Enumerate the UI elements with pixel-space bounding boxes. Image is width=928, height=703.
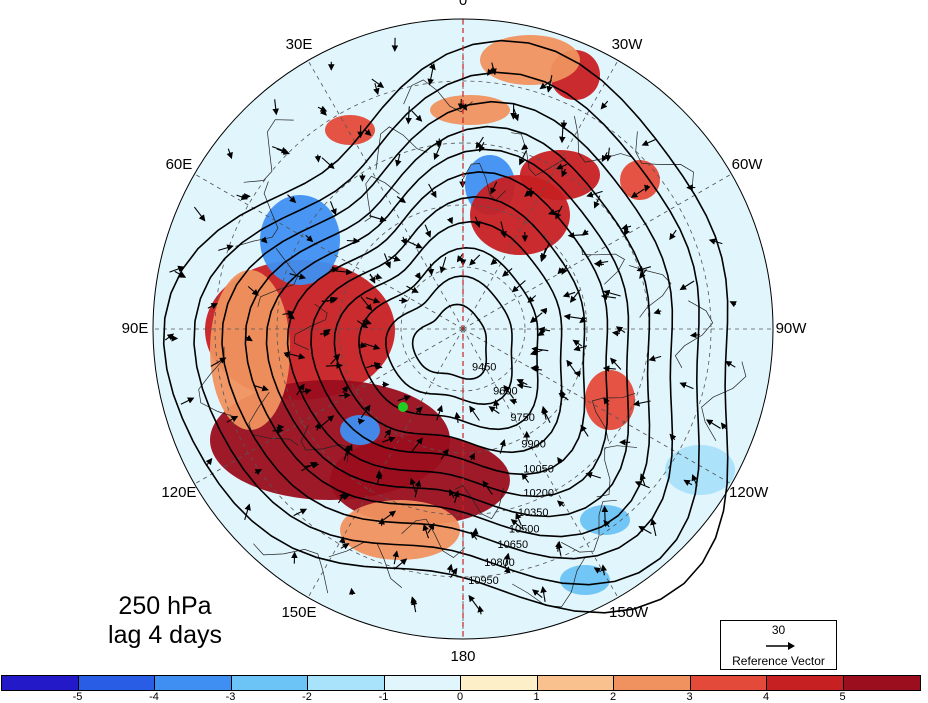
colorbar-tick: 0 (457, 691, 463, 703)
contour-label: 9750 (510, 412, 534, 424)
wind-arrow (475, 529, 476, 535)
anomaly-patch (340, 415, 380, 445)
title-lag: lag 4 days (100, 621, 230, 650)
longitude-label: 150W (609, 604, 645, 621)
contour-label: 10050 (523, 464, 554, 476)
colorbar-tick: -2 (302, 691, 312, 703)
wind-arrow (320, 333, 329, 334)
reference-vector-label: Reference Vector (721, 654, 836, 668)
colorbar-segment (2, 676, 79, 690)
anomaly-patch (520, 150, 600, 200)
anomaly-patch (340, 500, 460, 560)
colorbar-tick: 3 (686, 691, 692, 703)
colorbar-segment (385, 676, 462, 690)
contour-label: 10950 (468, 575, 499, 587)
colorbar-tick: -1 (379, 691, 389, 703)
colorbar-tick: 2 (610, 691, 616, 703)
title-level: 250 hPa (100, 592, 230, 621)
contour-label: 10500 (509, 523, 540, 535)
contour-label: 10200 (523, 487, 554, 499)
green-marker (398, 402, 408, 412)
contour-label: 9900 (521, 438, 545, 450)
colorbar-segment (691, 676, 768, 690)
colorbar-segment (155, 676, 232, 690)
longitude-label: 30E (281, 36, 317, 53)
colorbar-tick: -3 (226, 691, 236, 703)
contour-label: 10350 (518, 507, 549, 519)
colorbar-tick: -5 (73, 691, 83, 703)
wind-arrow (276, 427, 283, 428)
wind-arrow (326, 365, 342, 366)
colorbar-segment (79, 676, 156, 690)
longitude-label: 120W (729, 484, 765, 501)
anomaly-patch (325, 115, 375, 145)
wind-arrow (273, 430, 283, 431)
colorbar-segment (461, 676, 538, 690)
colorbar-segment (767, 676, 844, 690)
colorbar-segment (844, 676, 921, 690)
anomaly-patch (430, 95, 510, 125)
longitude-label: 0 (445, 0, 481, 9)
colorbar-segment (614, 676, 691, 690)
wind-arrow (461, 99, 462, 109)
wind-arrow (339, 395, 350, 396)
contour-label: 10800 (484, 557, 515, 569)
colorbar-tick: 4 (763, 691, 769, 703)
reference-vector-box: 30 Reference Vector (720, 620, 837, 670)
longitude-label: 120E (161, 484, 197, 501)
wind-arrow (382, 519, 383, 526)
colorbar-tick: 1 (533, 691, 539, 703)
wind-arrow (595, 264, 604, 265)
reference-arrow-icon (766, 641, 796, 651)
colorbar-segment (308, 676, 385, 690)
longitude-label: 90W (773, 320, 809, 337)
colorbar-tick: -4 (149, 691, 159, 703)
colorbar-tick: 5 (839, 691, 845, 703)
colorbar-segment (232, 676, 309, 690)
longitude-label: 60W (729, 156, 765, 173)
longitude-label: 60E (161, 156, 197, 173)
colorbar (1, 675, 921, 691)
longitude-label: 150E (281, 604, 317, 621)
contour-label: 10650 (498, 539, 529, 551)
longitude-label: 90E (117, 320, 153, 337)
reference-vector-magnitude: 30 (721, 623, 836, 637)
anomaly-patch (665, 445, 735, 495)
longitude-label: 180 (445, 648, 481, 665)
longitude-label: 30W (609, 36, 645, 53)
colorbar-segment (538, 676, 615, 690)
figure-title: 250 hPa lag 4 days (100, 592, 230, 650)
anomaly-patch (560, 565, 610, 595)
contour-label: 9450 (472, 362, 496, 374)
